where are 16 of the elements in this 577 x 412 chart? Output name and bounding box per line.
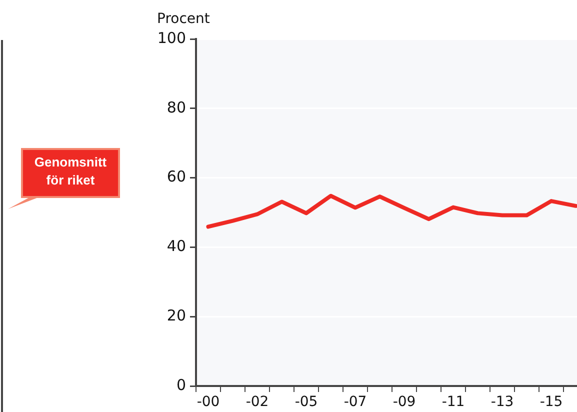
text: Genomsnitt för riket (34, 154, 108, 188)
x-tick-label: -15 (540, 394, 563, 410)
y-tick-label: 20 (166, 306, 186, 324)
y-tick-label: 60 (166, 168, 186, 186)
y-tick-label: 40 (166, 237, 186, 256)
x-tick-label: -00 (196, 394, 220, 410)
y-tick-label: 100 (157, 28, 186, 47)
x-tick-label: -07 (344, 394, 367, 410)
x-tick-label: -09 (392, 394, 416, 410)
x-tick-label: -02 (246, 394, 269, 410)
x-tick-label: -11 (442, 394, 465, 410)
x-tick-label: -13 (490, 394, 514, 410)
x-tick-label: -05 (294, 394, 318, 410)
y-tick-label: 80 (166, 98, 186, 116)
y-axis-title: Procent (157, 11, 210, 27)
y-tick-label: 0 (176, 376, 186, 394)
